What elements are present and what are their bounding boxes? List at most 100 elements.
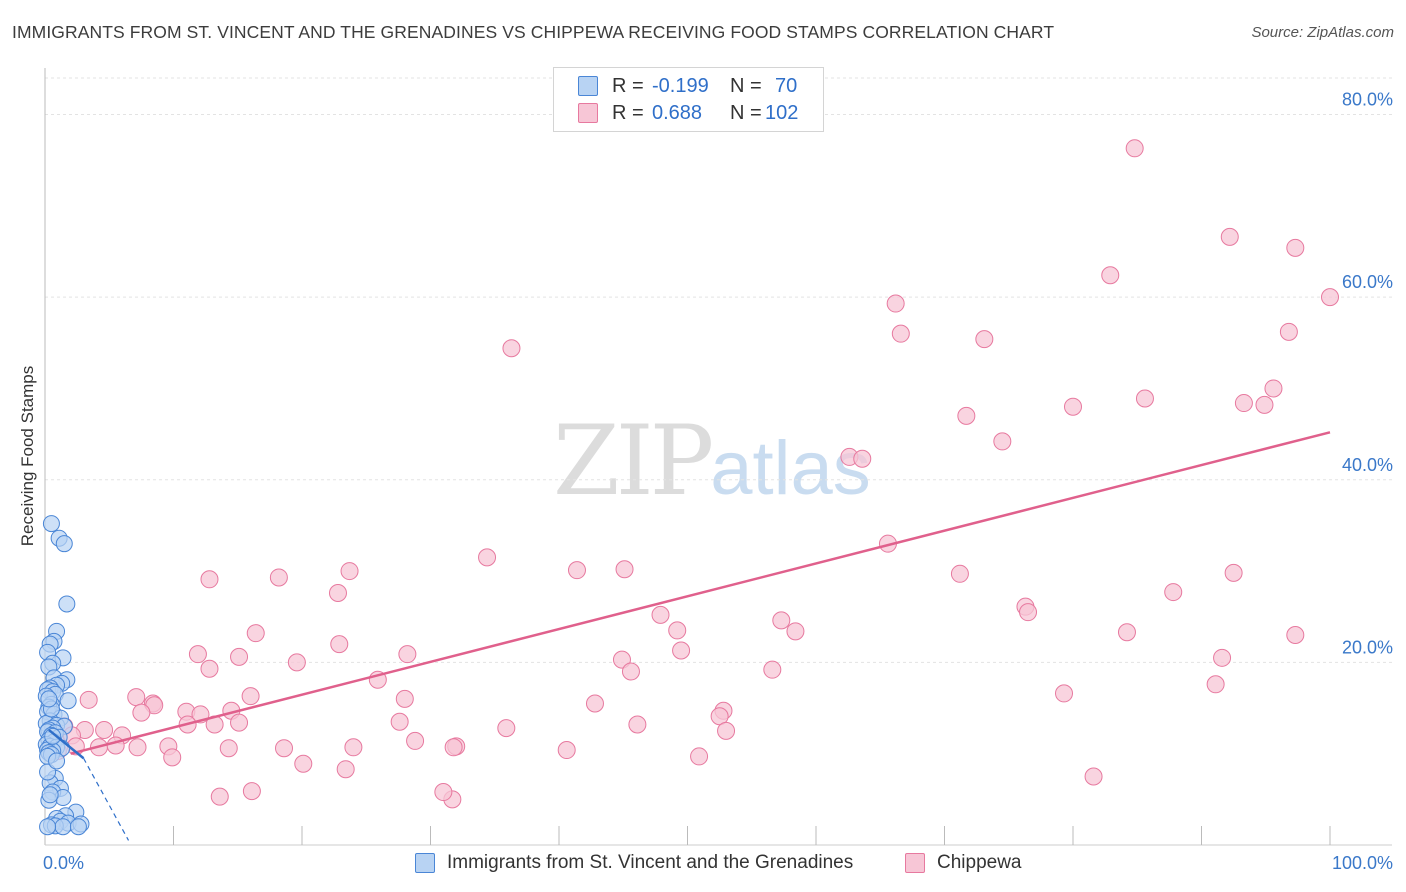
legend-r-value: -0.199 — [652, 75, 709, 97]
chippewa-point — [294, 754, 313, 773]
chippewa-point — [478, 548, 497, 567]
chippewa-point — [497, 719, 516, 738]
chippewa-point — [200, 570, 219, 589]
chippewa-point — [328, 583, 347, 602]
chippewa-point — [786, 622, 805, 641]
chippewa-point — [287, 653, 306, 672]
immigrants-point — [42, 515, 60, 533]
chippewa-point — [1213, 648, 1232, 667]
legend-r-value: 0.688 — [652, 102, 703, 124]
chippewa-point — [1084, 767, 1103, 786]
chippewa-point — [585, 694, 604, 713]
chippewa-point — [853, 449, 872, 468]
immigrants-point — [41, 786, 59, 804]
legend-r-label: R = — [612, 102, 644, 124]
chippewa-point — [395, 689, 414, 708]
chippewa-point — [230, 647, 249, 666]
chippewa-point — [95, 720, 114, 739]
immigrants-point — [48, 752, 66, 770]
immigrants-point — [44, 727, 62, 745]
legend-n-label: N = — [730, 75, 762, 97]
chippewa-point — [230, 713, 249, 732]
legend-n-value: 70 — [775, 75, 798, 97]
chippewa-point — [763, 660, 782, 679]
chippewa-point — [246, 624, 265, 643]
chippewa-point — [957, 406, 976, 425]
chippewa-point — [672, 641, 691, 660]
chippewa-point — [336, 760, 355, 779]
bottom-legend-label: Chippewa — [937, 852, 1022, 873]
chippewa-point — [621, 662, 640, 681]
y-tick-label: 80.0% — [1342, 90, 1393, 110]
immigrants-point — [59, 692, 77, 710]
chippewa-point — [1321, 288, 1339, 307]
chart-title: IMMIGRANTS FROM ST. VINCENT AND THE GREN… — [12, 22, 1055, 42]
immigrants-points — [37, 515, 90, 836]
chippewa-point — [1286, 625, 1305, 644]
chippewa-point — [132, 703, 151, 722]
chippewa-point — [1264, 379, 1283, 398]
y-tick-label: 20.0% — [1342, 637, 1393, 657]
immigrants-point — [39, 763, 57, 781]
chippewa-point — [717, 721, 736, 740]
chippewa-point — [444, 738, 463, 757]
chippewa-point — [241, 687, 260, 706]
chippewa-point — [434, 783, 453, 802]
immigrants-point — [58, 595, 76, 613]
chippewa-point — [772, 611, 791, 630]
chippewa-point — [340, 562, 359, 581]
immigrants-point — [40, 690, 58, 708]
chippewa-point — [1101, 266, 1120, 285]
chippewa-point — [219, 739, 238, 758]
legend-n-value: 102 — [765, 102, 799, 124]
chippewa-point — [128, 738, 147, 757]
chippewa-point — [886, 294, 905, 313]
chippewa-trend-line — [70, 431, 1331, 755]
chippewa-point — [1135, 389, 1154, 408]
chippewa-point — [275, 739, 294, 758]
chippewa-point — [628, 715, 647, 734]
legend-swatch-pink — [578, 103, 598, 123]
chippewa-point — [615, 560, 634, 579]
y-tick-label: 40.0% — [1342, 455, 1393, 475]
immigrants-point — [69, 818, 87, 836]
immigrants-trend-extension — [83, 757, 130, 841]
x-tick-label: 100.0% — [1332, 853, 1393, 873]
chippewa-point — [950, 564, 969, 583]
chippewa-point — [406, 731, 425, 750]
immigrants-point — [39, 818, 57, 836]
chippewa-point — [242, 782, 261, 801]
chippewa-point — [993, 432, 1012, 451]
chippewa-point — [200, 659, 219, 678]
chippewa-point — [127, 688, 146, 707]
immigrants-point — [54, 818, 72, 836]
chippewa-point — [330, 635, 349, 654]
chippewa-point — [891, 324, 910, 343]
chippewa-point — [1055, 684, 1074, 703]
chippewa-point — [1164, 583, 1183, 602]
chippewa-point — [1279, 322, 1298, 341]
chippewa-point — [557, 741, 576, 760]
grid-layer — [45, 77, 1392, 663]
chippewa-point — [690, 747, 709, 766]
bottom-legend-label: Immigrants from St. Vincent and the Gren… — [447, 852, 854, 873]
source-label: Source: ZipAtlas.com — [1251, 24, 1394, 41]
y-tick-label: 60.0% — [1342, 272, 1393, 292]
chippewa-point — [1255, 395, 1274, 414]
legend-swatch-blue — [578, 76, 598, 96]
chippewa-point — [269, 568, 288, 587]
chippewa-point — [1064, 397, 1082, 416]
chippewa-point — [1117, 623, 1136, 642]
chippewa-point — [188, 645, 207, 664]
chippewa-point — [163, 748, 182, 767]
chippewa-point — [390, 712, 409, 731]
chippewa-point — [79, 690, 98, 709]
chippewa-point — [1224, 563, 1243, 582]
legend-r-label: R = — [612, 75, 644, 97]
immigrants-trend-line — [48, 728, 85, 760]
chippewa-point — [1125, 139, 1144, 158]
chippewa-point — [651, 605, 670, 624]
immigrants-point — [55, 535, 73, 553]
chippewa-point — [1019, 603, 1038, 622]
